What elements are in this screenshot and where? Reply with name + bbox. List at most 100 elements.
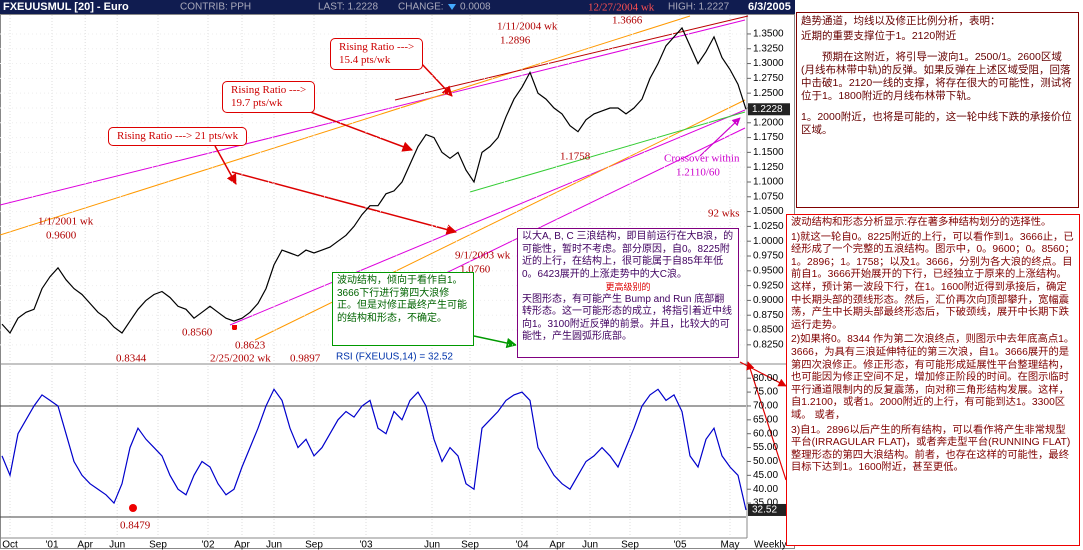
x-tick-label: Sep (461, 540, 479, 550)
x-tick-label: '05 (673, 540, 686, 550)
annotation: 1.2110/60 (676, 167, 720, 179)
x-tick-label: '03 (359, 540, 372, 550)
y-tick-label: 0.9250 (753, 280, 784, 291)
symbol: FXEUUSMUL [20] - Euro (3, 1, 129, 13)
note-text: 趋势通道，均线以及修正比例分析，表明： (801, 15, 1001, 27)
note-box: 趋势通道，均线以及修正比例分析，表明： 近期的重要支撑位于1。2120附近 预期… (796, 12, 1079, 208)
y-tick-label: 75.00 (753, 387, 778, 398)
x-tick-label: Jun (424, 540, 440, 550)
trend-line (469, 111, 746, 193)
x-tick-label: '02 (201, 540, 214, 550)
x-tick-label: Sep (149, 540, 167, 550)
note-text: 2)如果将0。8344 作为第二次浪终点，则图示中去年底高点1。3666，为具有… (791, 334, 1075, 421)
last: LAST: 1.2228 (318, 2, 378, 13)
y-tick-label: 45.00 (753, 470, 778, 481)
annotation: 0.9897 (290, 353, 321, 365)
x-axis-label: Weekly (754, 540, 787, 550)
high: HIGH: 1.2227 (668, 2, 730, 13)
y-tick-label: 50.00 (753, 456, 778, 467)
down-triangle (448, 4, 456, 10)
annotation: 0.9600 (46, 230, 77, 242)
y-tick-label: 1.1000 (753, 177, 784, 188)
trend-line (394, 15, 749, 101)
y-tick-label: 1.2500 (753, 88, 784, 99)
data-line (1, 26, 747, 335)
change: 0.0008 (460, 2, 491, 13)
date: 6/3/2005 (748, 1, 791, 13)
arrow (214, 145, 237, 185)
annotation: 0.8623 (235, 340, 266, 352)
note-text: 3)自1。2896以后产生的所有结构，可以看作将产生非常规型平台(IRRAGUL… (791, 424, 1071, 474)
trend-line (0, 19, 746, 206)
y-tick-label: 55.00 (753, 442, 778, 453)
note-text: 1。2000附近，也将是可能的，这一轮中线下跌的承接价位区域。 (801, 111, 1072, 136)
y-tick-label: 1.2000 (753, 117, 784, 128)
x-tick-label: Sep (305, 540, 323, 550)
callout-line: 19.7 pts/wk (231, 97, 283, 109)
annotation: 12/27/2004 wk (588, 2, 655, 14)
note-text: 天图形态，有可能产生 Bump and Run 底部翻转形态。这一可能形态的成立… (522, 293, 732, 343)
x-tick-label: Jun (109, 540, 125, 550)
x-tick-label: Jun (266, 540, 282, 550)
arrow (419, 61, 453, 97)
y-tick-label: 0.9750 (753, 251, 784, 262)
note-text: 预期在这附近，将引导一波向1。2500/1。2600区域(月线布林带中轨)的反弹… (801, 51, 1072, 102)
y-tick-label: 80.00 (753, 373, 778, 384)
data-line (1, 388, 747, 511)
last-value-box (748, 103, 790, 116)
note-text: 以大A, B, C 三浪结构，即目前运行在大B浪，的可能性，暂时不考虑。部分原因… (522, 231, 734, 280)
annotation: 0.8479 (120, 520, 151, 532)
y-tick-label: 0.8500 (753, 325, 784, 336)
ratio-callout: Rising Ratio ---> 19.7 pts/wk (222, 81, 316, 113)
annotation: 0.8344 (116, 353, 147, 365)
callout-line: Rising Ratio ---> (339, 41, 415, 53)
x-tick-label: Sep (621, 540, 639, 550)
y-tick-label: 40.00 (753, 484, 778, 495)
ratio-callout: Rising Ratio ---> 21 pts/wk (108, 127, 248, 146)
arrow (699, 117, 741, 157)
note-box: 波动结构和形态分析显示:存在著多种结构划分的选择性。 1)就这一轮自0。8225… (786, 214, 1080, 546)
annotation: 1/1/2001 wk (38, 216, 94, 228)
ratio-callout: Rising Ratio ---> 15.4 pts/wk (330, 38, 424, 70)
y-tick-label: 1.0500 (753, 206, 784, 217)
y-tick-label: 1.1750 (753, 132, 784, 143)
y-tick-label: 60.00 (753, 428, 778, 439)
rsi-title: RSI (FXEUUS,14) = 32.52 (336, 352, 453, 363)
y-tick-label: 1.3000 (753, 58, 784, 69)
note-text: 波动结构，倾向于看作自1。3666下行进行第四大浪修正。但是对修正最终产生可能的… (337, 275, 467, 324)
y-tick-label: 1.0000 (753, 236, 784, 247)
x-tick-label: May (721, 540, 740, 550)
y-tick-label: 0.8750 (753, 310, 784, 321)
note-text: 1)就这一轮自0。8225附近的上行，可以看作到1。3666止，已经形成了一个完… (791, 231, 1075, 331)
note-text: 波动结构和形态分析显示:存在著多种结构划分的选择性。 (791, 217, 1052, 228)
note-text: 近期的重要支撑位于1。2120附近 (801, 30, 957, 42)
note-text: 更高级别的 (605, 282, 651, 292)
arrow (304, 109, 413, 152)
annotation: 9/1/2003 wk (455, 250, 511, 262)
x-tick-label: Jun (582, 540, 598, 550)
x-tick-label: Apr (77, 540, 93, 550)
change-label: CHANGE: (398, 2, 444, 13)
y-tick-label: 1.0750 (753, 191, 784, 202)
annotation: 1.3666 (612, 15, 643, 27)
y-tick-label: 65.00 (753, 414, 778, 425)
y-tick-label: 0.9000 (753, 295, 784, 306)
arrow (231, 171, 458, 235)
annotation: 1.2896 (500, 35, 531, 47)
x-tick-label: Apr (234, 540, 250, 550)
callout-line: 15.4 pts/wk (339, 54, 391, 66)
callout-line: Rising Ratio ---> 21 pts/wk (117, 130, 239, 142)
y-tick-label: 0.8250 (753, 339, 784, 350)
y-tick-label: 1.0250 (753, 221, 784, 232)
y-tick-label: 35.00 (753, 498, 778, 509)
y-tick-label: 70.00 (753, 401, 778, 412)
annotation: 92 wks (708, 208, 739, 220)
header-bar (0, 0, 795, 14)
annotation: 0.8560 (182, 327, 213, 339)
y-tick-label: 0.9500 (753, 265, 784, 276)
arrow (746, 361, 787, 481)
low-marker (232, 325, 237, 330)
trend-line (229, 109, 746, 326)
